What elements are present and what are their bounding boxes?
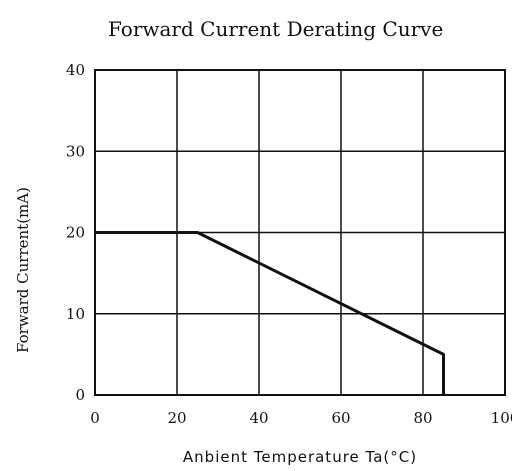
derating-curve-line — [95, 231, 445, 395]
x-tick-labels: 0 20 40 60 80 100 — [90, 409, 512, 427]
y-tick-label: 0 — [75, 386, 85, 404]
chart-title: Forward Current Derating Curve — [108, 17, 443, 41]
x-tick-label: 60 — [331, 409, 350, 427]
x-tick-label: 0 — [90, 409, 100, 427]
series-group — [95, 231, 445, 395]
x-tick-label: 80 — [413, 409, 432, 427]
y-tick-labels: 0 10 20 30 40 — [66, 61, 85, 404]
x-tick-label: 100 — [491, 409, 512, 427]
y-tick-label: 20 — [66, 224, 85, 242]
x-tick-label: 40 — [249, 409, 268, 427]
x-tick-label: 20 — [167, 409, 186, 427]
y-tick-label: 30 — [66, 142, 85, 160]
y-axis-label: Forward Current(mA) — [14, 187, 32, 353]
x-axis-label: Anbient Temperature Ta(°C) — [183, 448, 417, 466]
y-tick-label: 10 — [66, 305, 85, 323]
y-tick-label: 40 — [66, 61, 85, 79]
